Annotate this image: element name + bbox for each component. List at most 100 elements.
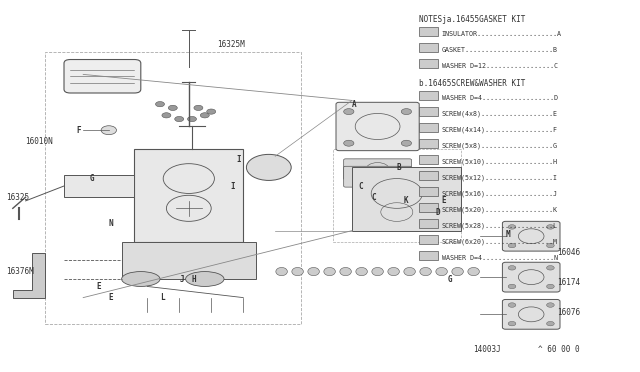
- Ellipse shape: [356, 267, 367, 276]
- Text: I: I: [230, 182, 235, 190]
- Text: SCREW(5x28).................L: SCREW(5x28).................L: [442, 223, 557, 229]
- Circle shape: [344, 140, 354, 146]
- Circle shape: [401, 140, 412, 146]
- Polygon shape: [13, 253, 45, 298]
- Ellipse shape: [452, 267, 463, 276]
- Bar: [419, 219, 438, 228]
- Circle shape: [508, 225, 516, 229]
- Ellipse shape: [122, 272, 160, 286]
- Text: C: C: [358, 182, 363, 190]
- Text: 16174: 16174: [557, 278, 580, 287]
- Text: E: E: [96, 282, 100, 291]
- Ellipse shape: [404, 267, 415, 276]
- Text: SCREW(4x8)..................E: SCREW(4x8)..................E: [442, 111, 557, 117]
- FancyBboxPatch shape: [64, 60, 141, 93]
- Text: SCREW(5x16).................J: SCREW(5x16).................J: [442, 191, 557, 197]
- Ellipse shape: [186, 272, 224, 286]
- Bar: [419, 59, 438, 68]
- Circle shape: [200, 113, 209, 118]
- Text: M: M: [506, 230, 510, 239]
- Ellipse shape: [276, 267, 287, 276]
- Text: E: E: [109, 293, 113, 302]
- FancyBboxPatch shape: [502, 262, 560, 292]
- Polygon shape: [134, 149, 243, 242]
- Text: G: G: [90, 174, 94, 183]
- Text: SCREW(4x14).................F: SCREW(4x14).................F: [442, 127, 557, 133]
- Text: 16376M: 16376M: [6, 267, 34, 276]
- Circle shape: [188, 116, 196, 122]
- Text: J: J: [179, 275, 184, 283]
- Text: WASHER D=4..................D: WASHER D=4..................D: [442, 95, 557, 101]
- Circle shape: [508, 321, 516, 326]
- Text: WASHER D=4..................N: WASHER D=4..................N: [442, 255, 557, 261]
- Circle shape: [168, 105, 177, 110]
- Text: SCREW(5x12).................I: SCREW(5x12).................I: [442, 175, 557, 181]
- Text: L: L: [160, 293, 164, 302]
- Ellipse shape: [436, 267, 447, 276]
- Text: 16046: 16046: [557, 248, 580, 257]
- Circle shape: [194, 105, 203, 110]
- Circle shape: [547, 243, 554, 248]
- Circle shape: [156, 102, 164, 107]
- Circle shape: [101, 126, 116, 135]
- Ellipse shape: [324, 267, 335, 276]
- Text: E: E: [442, 196, 446, 205]
- Ellipse shape: [468, 267, 479, 276]
- Bar: [419, 187, 438, 196]
- Text: 16325M: 16325M: [218, 40, 245, 49]
- Bar: [419, 235, 438, 244]
- Text: SCREW(5x20).................K: SCREW(5x20).................K: [442, 207, 557, 213]
- Text: K: K: [403, 196, 408, 205]
- Circle shape: [508, 303, 516, 307]
- Text: I: I: [237, 155, 241, 164]
- Ellipse shape: [420, 267, 431, 276]
- Text: WASHER D=12.................C: WASHER D=12.................C: [442, 63, 557, 69]
- Circle shape: [508, 284, 516, 289]
- Text: INSULATOR....................A: INSULATOR....................A: [442, 31, 562, 37]
- Bar: [419, 123, 438, 132]
- Bar: [419, 91, 438, 100]
- Bar: [419, 107, 438, 116]
- Text: GASKET......................B: GASKET......................B: [442, 47, 557, 53]
- Circle shape: [246, 154, 291, 180]
- Ellipse shape: [308, 267, 319, 276]
- Circle shape: [508, 243, 516, 248]
- Text: F: F: [77, 126, 81, 135]
- Circle shape: [547, 321, 554, 326]
- Text: 16076: 16076: [557, 308, 580, 317]
- Text: SCREW(5x8)..................G: SCREW(5x8)..................G: [442, 143, 557, 149]
- FancyBboxPatch shape: [344, 159, 412, 180]
- Text: 16010N: 16010N: [26, 137, 53, 146]
- Bar: [419, 43, 438, 52]
- Bar: [419, 27, 438, 36]
- FancyBboxPatch shape: [502, 221, 560, 251]
- Text: D: D: [435, 208, 440, 217]
- Circle shape: [401, 109, 412, 115]
- Circle shape: [162, 113, 171, 118]
- Circle shape: [547, 284, 554, 289]
- Text: SCREW(6x20).................M: SCREW(6x20).................M: [442, 239, 557, 245]
- Circle shape: [175, 116, 184, 122]
- Ellipse shape: [388, 267, 399, 276]
- Ellipse shape: [292, 267, 303, 276]
- Text: NOTESja.16455GASKET KIT: NOTESja.16455GASKET KIT: [419, 15, 525, 24]
- Circle shape: [508, 266, 516, 270]
- Text: SCREW(5x10).................H: SCREW(5x10).................H: [442, 159, 557, 165]
- Text: H: H: [192, 275, 196, 283]
- Text: C: C: [371, 193, 376, 202]
- Text: G: G: [448, 275, 452, 283]
- Bar: [419, 139, 438, 148]
- Text: 16325: 16325: [6, 193, 29, 202]
- Text: A: A: [352, 100, 356, 109]
- Text: ^ 60 00 0: ^ 60 00 0: [538, 345, 579, 354]
- Circle shape: [207, 109, 216, 114]
- FancyBboxPatch shape: [336, 102, 419, 151]
- Ellipse shape: [340, 267, 351, 276]
- Polygon shape: [352, 167, 461, 231]
- Circle shape: [547, 266, 554, 270]
- FancyBboxPatch shape: [502, 299, 560, 329]
- Polygon shape: [64, 175, 134, 197]
- Bar: [419, 155, 438, 164]
- Polygon shape: [122, 242, 256, 279]
- Text: 14003J: 14003J: [474, 345, 501, 354]
